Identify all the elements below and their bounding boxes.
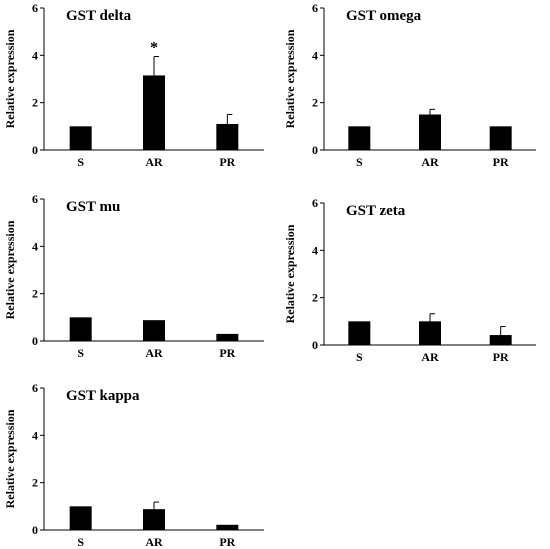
y-tick-label: 6 [32, 192, 38, 206]
bar-s [348, 126, 371, 150]
x-category-label: S [356, 350, 363, 364]
y-tick-label: 4 [32, 48, 38, 62]
y-tick-label: 2 [312, 291, 318, 305]
chart-title: GST mu [66, 199, 120, 215]
x-category-label: S [356, 155, 363, 169]
bar-ar [143, 75, 165, 150]
bar-s [348, 321, 371, 345]
x-category-label: PR [219, 535, 235, 549]
y-tick-label: 6 [32, 381, 38, 395]
y-tick-label: 4 [32, 239, 38, 253]
y-axis-label: Relative expression [3, 29, 17, 128]
x-category-label: AR [421, 350, 439, 364]
y-tick-label: 0 [312, 338, 318, 352]
x-category-label: S [77, 535, 84, 549]
chart-panel-4: 0 2 4 6 Relative expression GST zeta S AR PR [283, 196, 536, 364]
chart-title: GST kappa [66, 388, 140, 404]
y-axis-label: Relative expression [283, 224, 297, 323]
bar-pr [216, 524, 239, 530]
bar-ar [143, 320, 165, 341]
x-category-label: AR [421, 155, 439, 169]
chart-title: GST omega [346, 8, 422, 24]
x-category-label: PR [493, 155, 509, 169]
y-tick-label: 6 [312, 1, 318, 15]
significance-marker: * [150, 40, 158, 57]
bar-ar [419, 114, 441, 150]
y-tick-label: 0 [32, 523, 38, 537]
y-axis-label: Relative expression [3, 220, 17, 319]
y-tick-label: 0 [32, 334, 38, 348]
bar-s [69, 317, 92, 341]
y-tick-label: 4 [312, 48, 318, 62]
chart-panel-3: 0 2 4 6 Relative expression GST mu S AR PR [3, 192, 264, 360]
y-tick-label: 4 [312, 243, 318, 257]
x-category-label: AR [145, 535, 163, 549]
x-category-label: S [77, 346, 84, 360]
bar-ar [419, 321, 441, 345]
y-tick-label: 4 [32, 428, 38, 442]
bar-pr [216, 333, 239, 341]
y-tick-label: 6 [32, 1, 38, 15]
bar-pr [216, 123, 239, 150]
y-tick-label: 2 [32, 476, 38, 490]
bar-ar [143, 509, 165, 530]
bar-s [69, 506, 92, 530]
x-category-label: PR [219, 346, 235, 360]
y-tick-label: 0 [32, 143, 38, 157]
y-axis-label: Relative expression [3, 409, 17, 508]
x-category-label: PR [493, 350, 509, 364]
y-tick-label: 6 [312, 196, 318, 210]
y-tick-label: 0 [312, 143, 318, 157]
chart-panel-1: 0 2 4 6 Relative expression GST delta S * AR PR [3, 1, 264, 169]
y-tick-label: 2 [32, 287, 38, 301]
x-category-label: AR [145, 155, 163, 169]
bar-s [69, 126, 92, 150]
y-tick-label: 2 [32, 96, 38, 110]
chart-panel-5: 0 2 4 6 Relative expression GST kappa S AR PR [3, 381, 264, 549]
chart-panel-2: 0 2 4 6 Relative expression GST omega S AR PR [283, 1, 536, 169]
x-category-label: S [77, 155, 84, 169]
y-tick-label: 2 [312, 96, 318, 110]
bar-pr [489, 126, 512, 150]
x-category-label: AR [145, 346, 163, 360]
chart-title: GST delta [66, 8, 132, 24]
chart-title: GST zeta [346, 203, 406, 219]
bar-pr [489, 335, 512, 345]
y-axis-label: Relative expression [283, 29, 297, 128]
x-category-label: PR [219, 155, 235, 169]
